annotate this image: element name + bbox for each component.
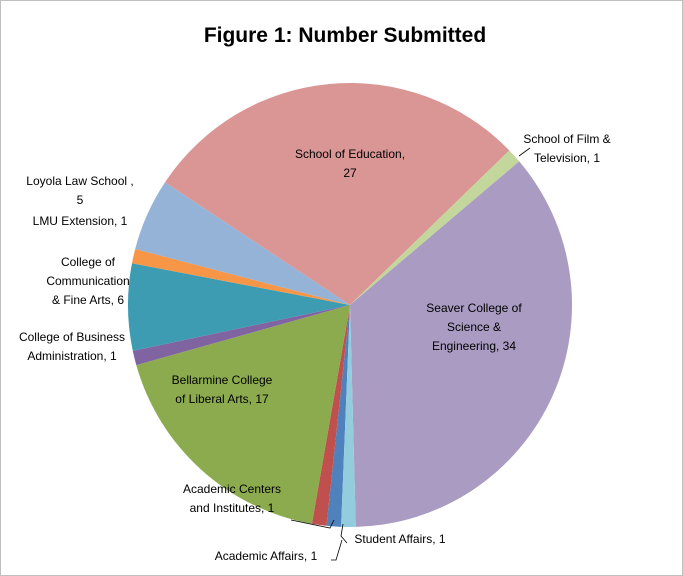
chart-title: Figure 1: Number Submitted: [204, 24, 486, 47]
pie-slice: [165, 83, 510, 306]
data-label: Loyola Law School ,5: [26, 174, 133, 207]
data-label: School of Film & Television, 1: [523, 132, 610, 165]
data-label: Academic Affairs, 1: [215, 549, 318, 563]
data-label: College of Business Administration, 1: [19, 330, 125, 363]
pie-slice: [350, 161, 572, 527]
leader-line: [331, 539, 343, 561]
pie-slice: [311, 305, 350, 526]
leader-line: [290, 519, 335, 529]
leader-line: [518, 147, 531, 157]
pie-slice: [132, 305, 350, 366]
pie-slice: [341, 305, 356, 528]
data-label: LMU Extension, 1: [33, 214, 128, 228]
data-label: Student Affairs, 1: [354, 532, 445, 546]
data-label: Academic Centers and Institutes, 1: [183, 482, 281, 515]
pie-slice: [131, 248, 350, 305]
pie: [128, 83, 572, 528]
pie-slice: [128, 263, 350, 351]
pie-slice: [135, 182, 350, 305]
pie-slice: [350, 150, 520, 305]
data-label: School of Education, 27: [295, 147, 405, 180]
data-label: Seaver College of Science & Engineering, 3…: [426, 301, 522, 353]
data-label: Bellarmine College of Liberal Arts, 17: [172, 373, 273, 406]
data-label: College of Communication & Fine Arts, 6: [46, 255, 129, 307]
pie-slice: [136, 305, 350, 524]
pie-slice: [326, 305, 350, 527]
leader-line: [340, 523, 348, 544]
